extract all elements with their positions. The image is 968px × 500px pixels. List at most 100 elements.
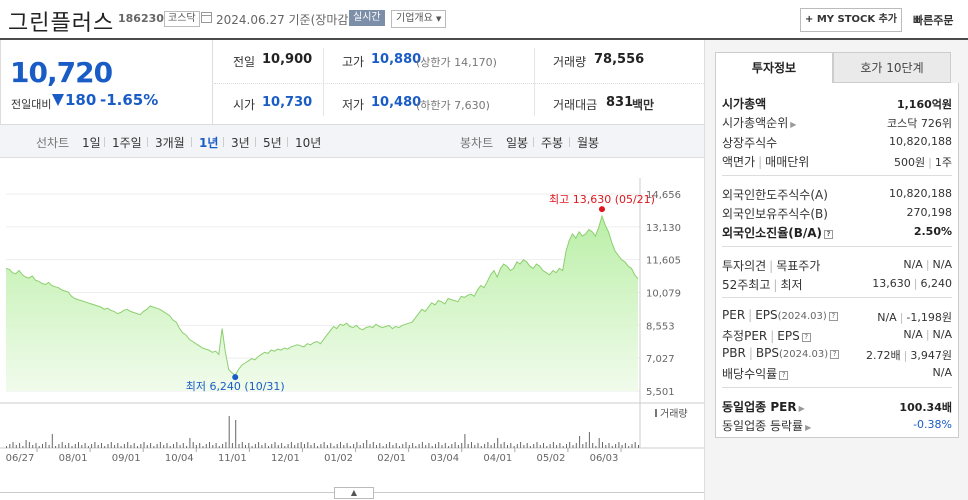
volume-bar	[254, 444, 256, 448]
volume-bar	[48, 445, 50, 448]
volume-bar	[471, 442, 472, 448]
volume-bar	[566, 444, 567, 448]
arrow-right-icon: ▶	[790, 120, 797, 129]
volume-bar	[474, 445, 476, 448]
per-eps-label: PER | EPS(2024.03)?	[722, 308, 838, 322]
volume-bar	[431, 446, 433, 448]
volume-bar	[369, 444, 371, 448]
volume-bar	[588, 432, 590, 448]
market-cap-rank-label[interactable]: 시가총액순위 ▶	[722, 116, 797, 130]
candle-weekly[interactable]: 주봉	[541, 136, 564, 150]
period-3m[interactable]: 3개월	[155, 136, 185, 150]
period-1y[interactable]: 1년	[199, 136, 219, 150]
price-chart[interactable]: 14,656 13,130 11,605 10,079 8,553 7,027 5,501 …	[0, 158, 704, 488]
x-tick-label: 03/04	[430, 453, 459, 464]
volume-bar	[585, 442, 587, 448]
lower-limit: (하한가 7,630)	[416, 99, 490, 112]
volume-bar	[245, 445, 246, 448]
volume-bar	[624, 443, 626, 448]
volume-bar	[78, 442, 79, 448]
volume-bar	[189, 438, 191, 448]
realtime-button[interactable]: 실시간	[349, 10, 385, 26]
volume-bar	[382, 446, 384, 448]
volume-bar	[153, 446, 155, 448]
tab-orderbook[interactable]: 호가 10단계	[833, 52, 951, 83]
volume-bar	[579, 436, 581, 448]
candle-daily[interactable]: 일봉	[506, 136, 529, 150]
volume-bar	[320, 444, 322, 448]
volume-bar	[281, 443, 283, 448]
volume-bar	[435, 444, 436, 448]
volume-bar	[120, 446, 122, 448]
volume-bar	[159, 442, 161, 448]
add-mystock-button[interactable]: + MY STOCK 추가	[800, 8, 902, 32]
volume-bar	[97, 445, 99, 448]
help-icon[interactable]: ?	[824, 230, 834, 239]
x-tick-label: 02/01	[377, 453, 406, 464]
candle-monthly[interactable]: 월봉	[577, 136, 600, 150]
toolbar-divider	[104, 137, 105, 147]
arrow-right-icon: ▶	[805, 423, 812, 432]
volume-bar	[290, 442, 292, 448]
stock-header: 그린플러스 186230 코스닥 2024.06.27 기준(장마감) 실시간 …	[0, 0, 968, 40]
x-tick-label: 06/03	[590, 453, 619, 464]
sector-rate-label[interactable]: 동일업종 등락률 ▶	[722, 419, 812, 433]
volume-bar	[110, 442, 112, 448]
volume-bar	[251, 446, 253, 448]
period-5y[interactable]: 5년	[263, 136, 282, 150]
company-info-dropdown[interactable]: 기업개요 ▼	[391, 10, 447, 28]
volume-bar	[461, 443, 463, 448]
help-icon[interactable]: ?	[828, 312, 838, 321]
volume-bar	[562, 446, 564, 448]
volume-bar	[362, 443, 364, 448]
period-1w[interactable]: 1주일	[112, 136, 142, 150]
price-line	[5, 214, 639, 376]
foreign-rate-label: 외국인소진율(B/A)?	[722, 224, 834, 241]
volume-bar	[12, 442, 14, 448]
volume-bar	[425, 445, 427, 448]
pbr-bps-value: 2.72배 | 3,947원	[866, 349, 952, 362]
volume-bar	[9, 444, 11, 448]
volume-bar	[294, 445, 296, 448]
volume-bar	[179, 445, 181, 448]
volume-bar	[169, 446, 171, 448]
y-tick-label: 13,130	[646, 223, 681, 234]
volume-bar	[238, 444, 240, 448]
volume-bar	[559, 443, 561, 448]
sector-per-label[interactable]: 동일업종 PER ▶	[722, 400, 805, 414]
help-icon[interactable]: ?	[830, 350, 840, 359]
tab-investment-info[interactable]: 투자정보	[715, 52, 833, 83]
volume-bar	[182, 443, 184, 448]
sector-per-value: 100.34배	[899, 401, 952, 414]
period-3y[interactable]: 3년	[231, 136, 250, 150]
down-arrow-icon	[52, 94, 64, 106]
volume-bar	[133, 443, 135, 448]
volume-bar	[28, 442, 30, 448]
quick-order-button[interactable]: 빠른주문	[913, 14, 954, 27]
volume-bar	[231, 443, 233, 448]
high-label: 고가	[342, 55, 365, 69]
toolbar-divider	[223, 137, 224, 147]
period-1d[interactable]: 1일	[82, 136, 101, 150]
volume-bar	[477, 443, 479, 448]
volume-bar	[598, 438, 600, 448]
volume-bar	[582, 444, 584, 448]
volume-bar	[64, 445, 66, 448]
high-annotation: 최고 13,630 (05/21)	[549, 193, 655, 206]
volume-bar	[84, 443, 86, 448]
volume-bar	[628, 446, 630, 448]
volume-bar	[421, 442, 423, 448]
help-icon[interactable]: ?	[779, 371, 789, 380]
opinion-label: 투자의견 | 목표주가	[722, 259, 821, 273]
collapse-chart-button[interactable]: ▲	[334, 487, 374, 499]
volume-bar	[448, 446, 450, 448]
volume-bar	[235, 420, 237, 448]
volume-bar	[392, 445, 394, 448]
company-info-label: 기업개요	[396, 13, 433, 24]
help-icon[interactable]: ?	[801, 333, 811, 342]
toolbar-divider	[569, 137, 570, 147]
volume-bar	[490, 445, 492, 448]
volume-bar	[212, 445, 214, 448]
x-tick-label: 04/01	[483, 453, 512, 464]
period-10y[interactable]: 10년	[295, 136, 322, 150]
